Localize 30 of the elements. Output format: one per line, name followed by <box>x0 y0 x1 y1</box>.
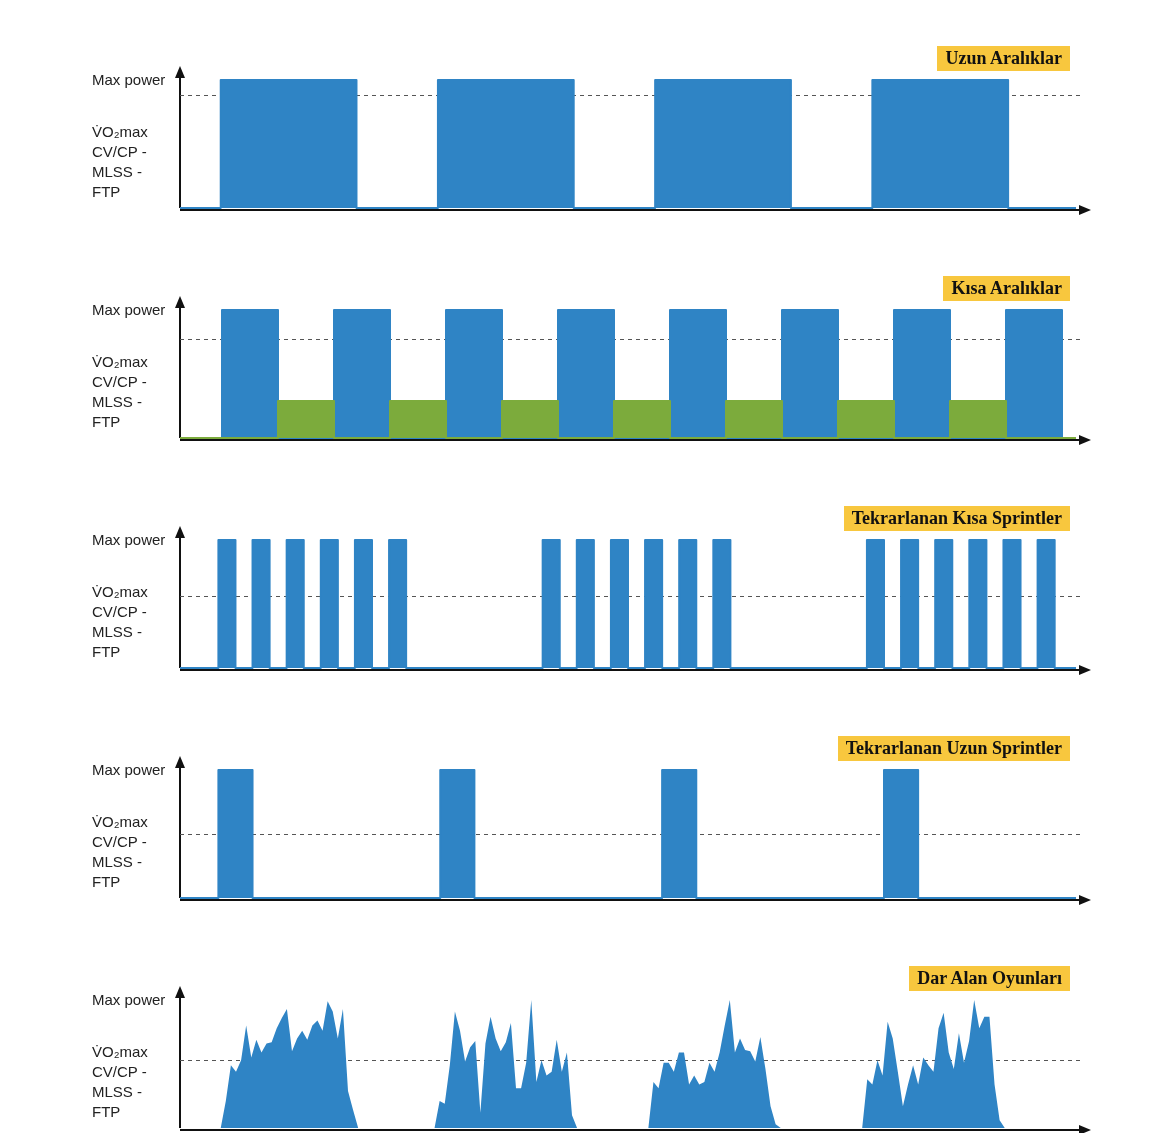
text: V̇O₂max <box>92 582 148 602</box>
text: V̇O₂max <box>92 122 148 142</box>
text: MLSS - <box>92 1082 143 1102</box>
text: V̇O₂max <box>92 352 148 372</box>
text: MLSS - <box>92 622 143 642</box>
text: Max power <box>92 990 166 1010</box>
text: MLSS - <box>92 162 143 182</box>
text: CV/CP - <box>92 832 147 852</box>
text: CV/CP - <box>92 1062 147 1082</box>
chart-title: Dar Alan Oyunları <box>909 966 1070 991</box>
text: V̇O₂max <box>92 1042 148 1062</box>
text: CV/CP - <box>92 372 147 392</box>
text: CV/CP - <box>92 602 147 622</box>
chart-title: Uzun Aralıklar <box>937 46 1070 71</box>
text: MLSS - <box>92 392 143 412</box>
text: V̇O₂max <box>92 812 148 832</box>
text: Max power <box>92 70 166 90</box>
chart-title: Kısa Aralıklar <box>943 276 1070 301</box>
chart-title: Tekrarlanan Uzun Sprintler <box>837 736 1070 761</box>
text: FTP <box>92 1102 121 1122</box>
chart-title: Tekrarlanan Kısa Sprintler <box>843 506 1070 531</box>
text: FTP <box>92 182 121 202</box>
text: MLSS - <box>92 852 143 872</box>
text: FTP <box>92 872 121 892</box>
text: CV/CP - <box>92 142 147 162</box>
text: Max power <box>92 760 166 780</box>
text: FTP <box>92 412 121 432</box>
text: Max power <box>92 530 166 550</box>
text: Max power <box>92 300 166 320</box>
text: FTP <box>92 642 121 662</box>
